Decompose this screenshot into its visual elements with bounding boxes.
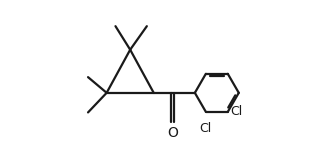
Text: O: O <box>167 126 178 140</box>
Text: Cl: Cl <box>231 105 243 118</box>
Text: Cl: Cl <box>200 122 212 135</box>
